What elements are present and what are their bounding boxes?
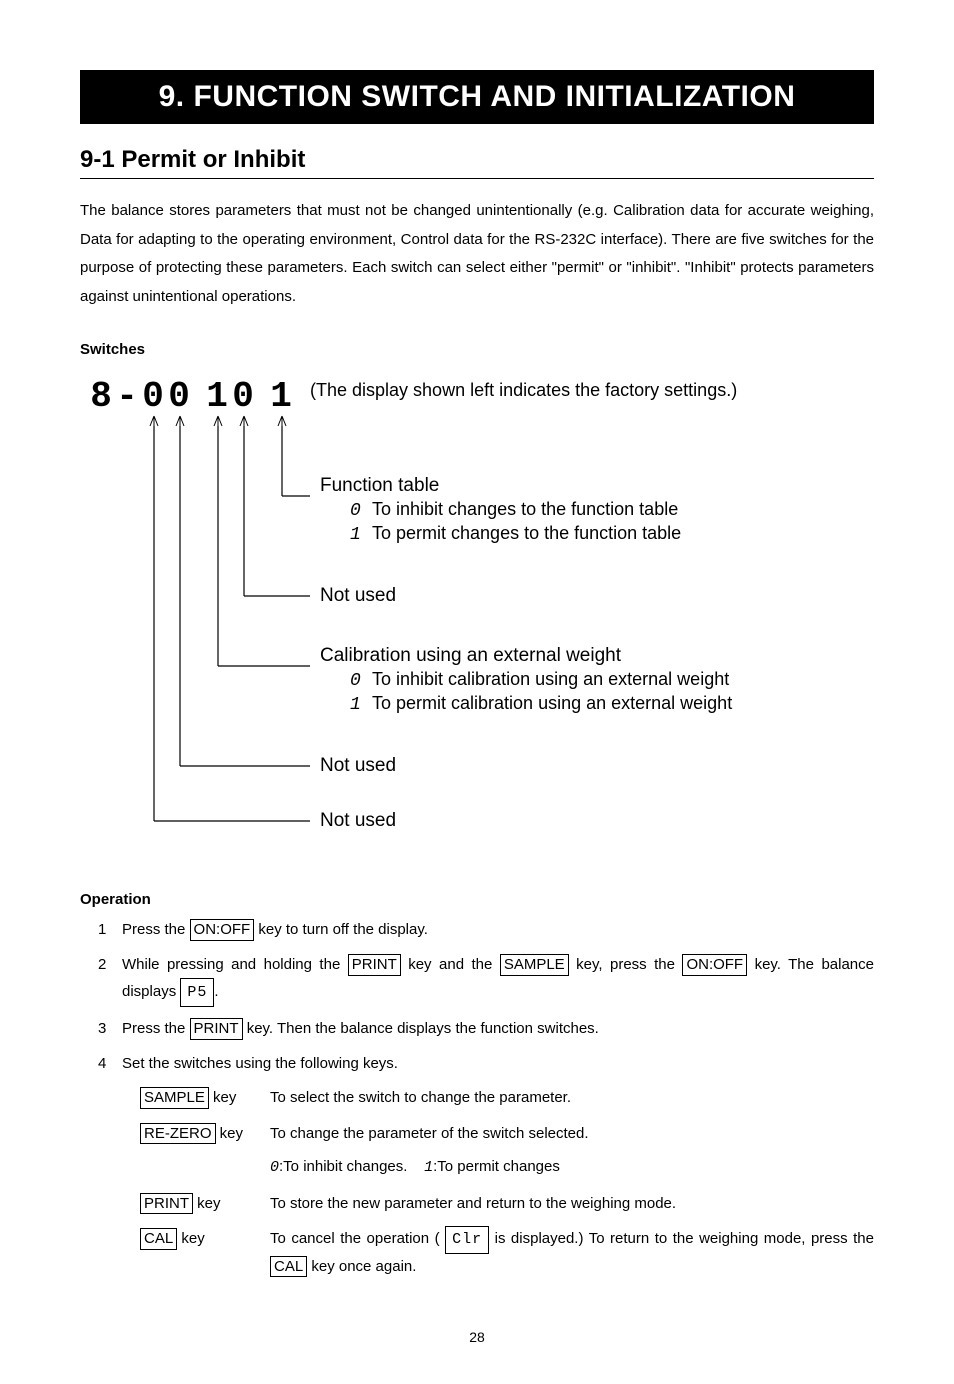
key-onoff: ON:OFF <box>190 919 255 941</box>
key-sample: SAMPLE <box>140 1087 209 1109</box>
operation-heading: Operation <box>80 891 874 908</box>
svg-text:Not used: Not used <box>320 755 396 776</box>
svg-text:Calibration using an external: Calibration using an external weight <box>320 645 622 666</box>
section-rule <box>80 178 874 179</box>
svg-text:-: - <box>116 376 140 417</box>
key-row: RE-ZERO keyTo change the parameter of th… <box>140 1121 874 1181</box>
svg-text:0: 0 <box>168 376 192 417</box>
display-code: P5 <box>180 978 214 1007</box>
svg-text:To permit calibration using an: To permit calibration using an external … <box>372 693 732 713</box>
svg-text:To inhibit calibration using a: To inhibit calibration using an external… <box>372 669 729 689</box>
key-desc: To change the parameter of the switch se… <box>270 1121 874 1181</box>
key-col: SAMPLE key <box>140 1085 270 1111</box>
key-col: CAL key <box>140 1226 270 1279</box>
svg-text:1: 1 <box>270 376 294 417</box>
key-cal: CAL <box>140 1228 177 1250</box>
key-desc: To select the switch to change the param… <box>270 1085 874 1111</box>
switch-diagram: 8-00101(The display shown left indicates… <box>80 366 874 861</box>
operation-steps: 1Press the ON:OFF key to turn off the di… <box>80 916 874 1077</box>
svg-text:1: 1 <box>350 525 361 545</box>
key-onoff: ON:OFF <box>682 954 747 976</box>
switches-heading: Switches <box>80 341 874 358</box>
key-cal: CAL <box>270 1256 307 1278</box>
svg-text:Function table: Function table <box>320 475 439 496</box>
page-number: 28 <box>80 1329 874 1345</box>
step-body: Set the switches using the following key… <box>122 1050 874 1077</box>
svg-text:To inhibit changes to the func: To inhibit changes to the function table <box>372 499 678 519</box>
step-number: 1 <box>98 916 122 943</box>
step-number: 2 <box>98 951 122 1007</box>
svg-text:0: 0 <box>350 671 361 691</box>
step-number: 4 <box>98 1050 122 1077</box>
svg-text:0: 0 <box>232 376 256 417</box>
key-row: CAL keyTo cancel the operation ( Clr is … <box>140 1226 874 1279</box>
key-rezero: RE-ZERO <box>140 1123 216 1145</box>
key-print: PRINT <box>348 954 401 976</box>
section-title: 9-1 Permit or Inhibit <box>80 146 874 174</box>
svg-text:To permit changes to the funct: To permit changes to the function table <box>372 523 681 543</box>
key-desc: To cancel the operation ( Clr is display… <box>270 1226 874 1279</box>
key-col: PRINT key <box>140 1191 270 1217</box>
key-print: PRINT <box>190 1018 243 1040</box>
svg-text:0: 0 <box>350 501 361 521</box>
key-table: SAMPLE keyTo select the switch to change… <box>140 1085 874 1279</box>
svg-text:(The display shown left indica: (The display shown left indicates the fa… <box>310 380 737 400</box>
key-row: PRINT keyTo store the new parameter and … <box>140 1191 874 1217</box>
svg-text:1: 1 <box>206 376 230 417</box>
step-body: Press the PRINT key. Then the balance di… <box>122 1015 874 1042</box>
key-print: PRINT <box>140 1193 193 1215</box>
svg-text:8: 8 <box>90 376 114 417</box>
key-row: SAMPLE keyTo select the switch to change… <box>140 1085 874 1111</box>
chapter-title: 9. FUNCTION SWITCH AND INITIALIZATION <box>80 70 874 124</box>
step-body: Press the ON:OFF key to turn off the dis… <box>122 916 874 943</box>
intro-paragraph: The balance stores parameters that must … <box>80 197 874 311</box>
key-sample: SAMPLE <box>500 954 569 976</box>
step-number: 3 <box>98 1015 122 1042</box>
step-body: While pressing and holding the PRINT key… <box>122 951 874 1007</box>
display-code: Clr <box>445 1226 489 1254</box>
svg-text:Not used: Not used <box>320 810 396 831</box>
key-desc: To store the new parameter and return to… <box>270 1191 874 1217</box>
svg-text:0: 0 <box>142 376 166 417</box>
svg-text:Not used: Not used <box>320 585 396 606</box>
key-col: RE-ZERO key <box>140 1121 270 1181</box>
svg-text:1: 1 <box>350 695 361 715</box>
